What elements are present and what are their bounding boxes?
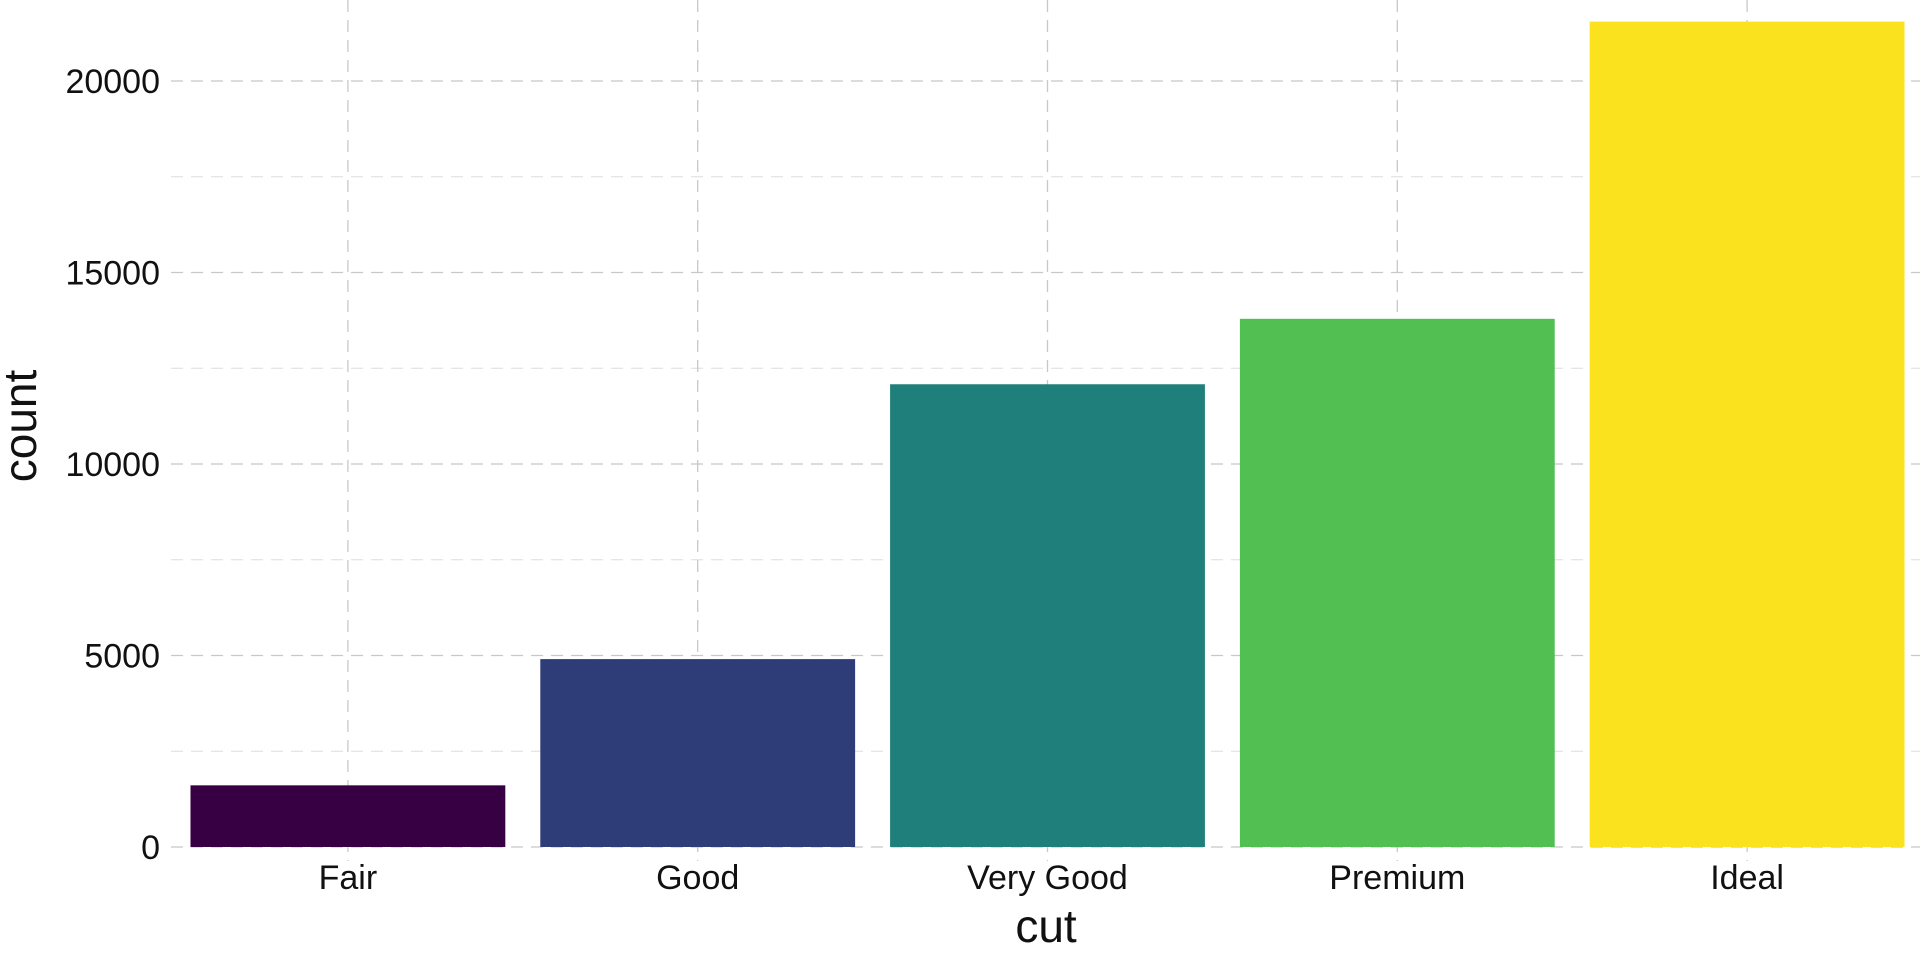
bar-ideal	[1589, 21, 1905, 848]
y-axis-ticks: 0 5000 10000 15000 20000	[65, 63, 160, 867]
bar-fair	[190, 785, 506, 847]
bar-very-good	[890, 384, 1205, 847]
y-tick-label: 15000	[65, 255, 160, 293]
x-tick-label: Fair	[319, 859, 378, 897]
y-tick-label: 5000	[84, 638, 160, 676]
x-axis-title: cut	[1015, 900, 1077, 952]
y-tick-label: 0	[141, 829, 160, 867]
x-tick-label: Premium	[1329, 859, 1465, 897]
x-tick-label: Good	[656, 859, 739, 897]
bar-good	[540, 659, 856, 847]
x-axis-ticks: Fair Good Very Good Premium Ideal	[319, 859, 1784, 897]
bar-premium	[1239, 318, 1555, 847]
y-axis-title: count	[0, 370, 46, 483]
x-tick-label: Very Good	[967, 859, 1128, 897]
bars	[190, 21, 1905, 848]
x-tick-label: Ideal	[1710, 859, 1784, 897]
y-tick-label: 10000	[65, 446, 160, 484]
y-tick-label: 20000	[65, 63, 160, 101]
